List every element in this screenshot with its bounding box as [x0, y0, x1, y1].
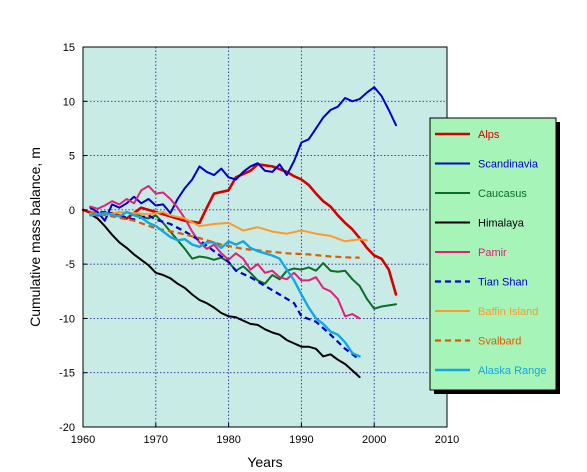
- y-tick-label: 10: [63, 96, 75, 108]
- series-line-alaska-range: [89, 210, 361, 358]
- y-tick-label: 15: [63, 42, 75, 54]
- series-line-pamir: [89, 185, 361, 320]
- legend-label: Caucasus: [478, 188, 527, 200]
- legend-label: Alps: [478, 129, 500, 141]
- x-axis-ticks: 1960 1970 1980 1990 2000 2010: [71, 423, 459, 446]
- y-tick-label: 0: [69, 205, 75, 217]
- x-tick-label: 1980: [216, 434, 240, 446]
- x-tick-label: 2010: [435, 434, 459, 446]
- y-tick-label: -15: [59, 368, 75, 380]
- series-line-scandinavia: [89, 86, 397, 222]
- grid-lines: [83, 47, 447, 427]
- series-line-himalaya: [89, 213, 361, 379]
- legend-label: Svalbard: [478, 336, 521, 348]
- plot-area: [83, 47, 447, 427]
- legend-label: Tian Shan: [478, 277, 528, 289]
- legend: Alps Scandinavia Caucasus Himalaya Pamir Tian…: [429, 117, 560, 394]
- x-tick-label: 1990: [289, 434, 313, 446]
- x-axis-title: Years: [247, 454, 282, 470]
- series-layer: [81, 86, 398, 379]
- series-line-tian-shan: [90, 210, 361, 361]
- y-tick-label: -5: [65, 259, 75, 271]
- series-line-baffin-island: [89, 211, 368, 243]
- legend-label: Pamir: [478, 247, 507, 259]
- y-axis-ticks: -20 -15 -10 -5 0 5 10 15: [59, 42, 87, 434]
- legend-label: Himalaya: [478, 218, 525, 230]
- y-tick-label: -10: [59, 313, 75, 325]
- y-axis-title: Cumulative mass balance, m: [27, 147, 43, 327]
- x-tick-label: 2000: [362, 434, 386, 446]
- x-tick-label: 1960: [71, 434, 95, 446]
- y-tick-label: -20: [59, 422, 75, 434]
- legend-label: Baffin Island: [478, 306, 538, 318]
- legend-label: Alaska Range: [478, 365, 547, 377]
- x-tick-label: 1970: [144, 434, 168, 446]
- legend-label: Scandinavia: [478, 159, 539, 171]
- series-line-svalbard: [90, 210, 360, 259]
- y-tick-label: 5: [69, 151, 75, 163]
